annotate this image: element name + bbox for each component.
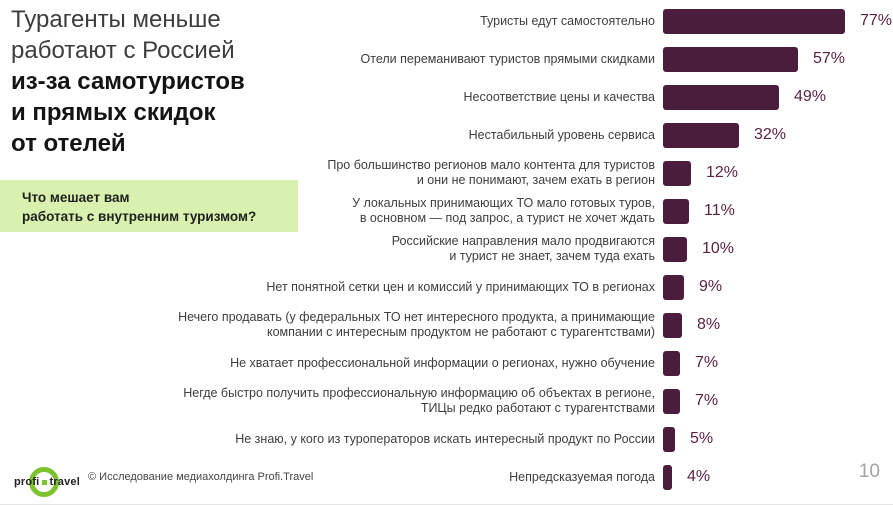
value-label: 12%	[706, 164, 739, 181]
chart-row: Нестабильный уровень сервиса 32%	[150, 116, 887, 154]
value-label: 77%	[860, 12, 893, 29]
copyright-text: © Исследование медиахолдинга Profi.Trave…	[88, 471, 314, 483]
value-label: 11%	[704, 202, 735, 219]
title-regular-part: Турагенты меньше работают с Россией	[11, 6, 235, 64]
bar	[663, 312, 682, 338]
chart-row: Несоответствие цены и качества 49%	[150, 78, 887, 116]
category-label: Нестабильный уровень сервиса	[468, 127, 655, 142]
category-label: Российские направления мало продвигаются…	[391, 234, 655, 263]
bar-chart: Туристы едут самостоятельно 77% Отели пе…	[150, 2, 892, 496]
value-label: 10%	[702, 240, 735, 257]
value-label: 4%	[687, 468, 711, 485]
chart-row: У локальных принимающих ТО мало готовых …	[150, 192, 887, 230]
value-label: 7%	[695, 354, 719, 371]
chart-row: Российские направления мало продвигаются…	[150, 230, 887, 268]
category-label: Отели переманивают туристов прямыми скид…	[360, 51, 655, 66]
category-label: Несоответствие цены и качества	[463, 89, 655, 104]
value-label: 5%	[690, 430, 714, 447]
logo-text-profi: profi	[14, 476, 40, 488]
chart-row: Непредсказуемая погода 4%	[150, 458, 887, 496]
question-highlight-box: Что мешает вам работать с внутренним тур…	[0, 180, 298, 232]
value-label: 7%	[695, 392, 719, 409]
category-label: Не знаю, у кого из туроператоров искать …	[235, 431, 655, 446]
category-label: Туристы едут самостоятельно	[480, 13, 655, 28]
bar	[663, 8, 845, 34]
category-label: У локальных принимающих ТО мало готовых …	[352, 196, 655, 225]
bar	[663, 426, 675, 452]
bar	[663, 160, 691, 186]
chart-row: Не знаю, у кого из туроператоров искать …	[150, 420, 887, 458]
bar	[663, 350, 680, 376]
category-label: Нечего продавать (у федеральных ТО нет и…	[178, 310, 655, 339]
category-label: Не хватает профессиональной информации о…	[230, 355, 655, 370]
bar	[663, 46, 798, 72]
bar	[663, 236, 687, 262]
value-label: 49%	[794, 88, 827, 105]
logo-dot-icon	[41, 479, 47, 485]
category-label: Негде быстро получить профессиональную и…	[183, 386, 655, 415]
value-label: 32%	[754, 126, 787, 143]
page-number: 10	[858, 461, 880, 482]
bar	[663, 122, 739, 148]
page-title: Турагенты меньше работают с Россией из-з…	[11, 4, 321, 159]
bar	[663, 84, 779, 110]
category-label: Непредсказуемая погода	[509, 469, 655, 484]
value-label: 9%	[699, 278, 723, 295]
chart-row: Нет понятной сетки цен и комиссий у прин…	[150, 268, 887, 306]
title-bold-part: из-за самотуристов и прямых скидок от от…	[11, 68, 245, 157]
bar	[663, 464, 672, 490]
chart-row: Про большинство регионов мало контента д…	[150, 154, 887, 192]
chart-row: Негде быстро получить профессиональную и…	[150, 382, 887, 420]
logo-ring-icon	[29, 467, 60, 497]
chart-row: Отели переманивают туристов прямыми скид…	[150, 40, 887, 78]
bar	[663, 198, 689, 224]
category-label: Про большинство регионов мало контента д…	[327, 158, 655, 187]
bar	[663, 274, 684, 300]
bar	[663, 388, 680, 414]
chart-row: Нечего продавать (у федеральных ТО нет и…	[150, 306, 887, 344]
category-label: Нет понятной сетки цен и комиссий у прин…	[266, 279, 655, 294]
logo-text-travel: travel	[49, 476, 81, 488]
chart-row: Туристы едут самостоятельно 77%	[150, 2, 892, 40]
value-label: 57%	[813, 50, 846, 67]
profi-travel-logo: profi travel	[14, 467, 80, 497]
chart-row: Не хватает профессиональной информации о…	[150, 344, 887, 382]
value-label: 8%	[697, 316, 721, 333]
